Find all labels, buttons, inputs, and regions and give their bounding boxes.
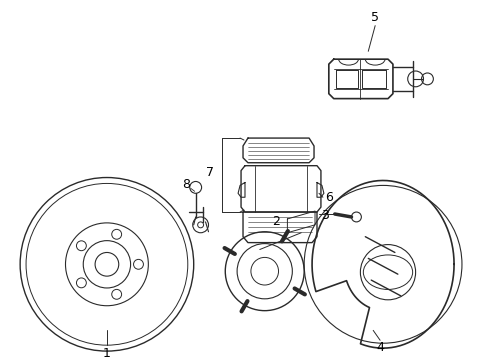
Text: 5: 5 [370,11,378,24]
Text: 4: 4 [375,341,383,354]
Text: 1: 1 [103,347,111,360]
Text: 6: 6 [324,191,332,204]
Text: 2: 2 [271,215,279,228]
Text: 8: 8 [182,178,189,191]
Text: 3: 3 [320,210,328,222]
Text: 7: 7 [206,166,214,179]
